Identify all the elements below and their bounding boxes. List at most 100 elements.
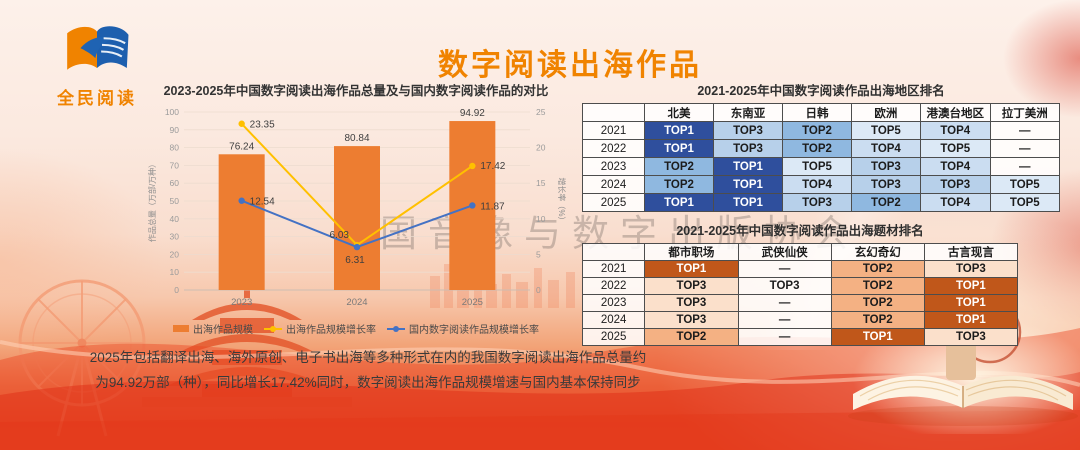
data-label: 76.24 <box>229 141 254 152</box>
line-point <box>469 202 476 209</box>
rank-cell: TOP4 <box>782 175 852 194</box>
column-header: 拉丁美洲 <box>989 103 1061 122</box>
axis-tick: 20 <box>536 143 546 153</box>
line-point <box>469 162 476 170</box>
open-book-logo-icon <box>67 26 129 70</box>
rank-cell: TOP2 <box>644 157 714 176</box>
rank-cell: TOP3 <box>923 328 1019 346</box>
rank-cell: TOP1 <box>644 193 714 212</box>
combo-chart-svg: 01020304050607080901000510152025作品总量（万部/… <box>147 107 567 308</box>
table-row: 2022 TOP1 TOP3 TOP2 TOP4 TOP5— <box>581 139 1061 158</box>
genre-ranking-section: 2021-2025年中国数字阅读作品出海题材排名 都市职场 武侠仙侠 玄幻奇幻 古言现… <box>581 220 1019 346</box>
line-point <box>353 243 361 251</box>
category-label: 2023 <box>231 297 252 308</box>
rank-cell: TOP3 <box>712 139 784 158</box>
rank-cell: TOP4 <box>850 139 921 158</box>
rank-cell: TOP1 <box>644 260 739 278</box>
summary-text: 2025年包括翻译出海、海外原创、电子书出海等多种形式在内的我国数字阅读出海作品… <box>88 346 648 396</box>
category-label: 2024 <box>346 297 367 308</box>
rank-cell: TOP3 <box>737 277 832 295</box>
column-header: 东南亚 <box>712 103 784 122</box>
rank-cell: TOP1 <box>712 175 784 194</box>
legend-label: 国内数字阅读作品规模增长率 <box>409 325 539 336</box>
line-dot-swatch-icon <box>387 325 405 333</box>
table-row: 2025 TOP1 TOP1 TOP3 TOP2 TOP4 TOP5 <box>581 193 1061 212</box>
rank-cell: TOP1 <box>923 277 1019 295</box>
legend-label: 出海作品规模 <box>193 325 253 336</box>
reading-logo: 全民阅读 <box>42 20 152 109</box>
rank-cell: TOP2 <box>782 139 852 158</box>
legend-item-bar: 出海作品规模 <box>173 321 253 336</box>
axis-tick: 40 <box>170 214 180 224</box>
header-row: 都市职场 武侠仙侠 玄幻奇幻 古言现言 <box>581 243 1019 261</box>
line-point <box>238 197 245 204</box>
data-label: 12.54 <box>250 197 275 208</box>
line-point <box>238 120 245 127</box>
column-header: 玄幻奇幻 <box>830 243 925 261</box>
rank-cell: TOP2 <box>644 175 714 194</box>
data-label: 6.31 <box>345 255 365 266</box>
year-cell: 2024 <box>581 311 646 329</box>
rank-cell: TOP3 <box>923 260 1019 278</box>
table-row: 2022 TOP3 TOP3 TOP2 TOP1 <box>581 277 1019 295</box>
bar-swatch-icon <box>173 325 189 332</box>
table-row: 2025 TOP2— TOP1 TOP3 <box>581 328 1019 346</box>
rank-cell: TOP5 <box>919 139 991 158</box>
axis-tick: 20 <box>170 249 180 259</box>
rank-cell: TOP1 <box>712 157 784 176</box>
bar <box>334 146 380 290</box>
data-label: 80.84 <box>344 133 369 144</box>
rank-cell: TOP1 <box>923 311 1019 329</box>
bar <box>218 154 265 290</box>
axis-tick: 70 <box>170 160 180 170</box>
rank-cell: TOP2 <box>830 311 925 329</box>
rank-cell: TOP3 <box>712 121 784 140</box>
rank-cell: — <box>989 121 1061 140</box>
data-label: 94.92 <box>460 108 485 119</box>
rank-cell: TOP5 <box>782 157 852 176</box>
column-header: 日韩 <box>782 103 852 122</box>
axis-tick: 10 <box>536 214 546 224</box>
rank-cell: TOP2 <box>830 294 925 312</box>
rank-cell: TOP4 <box>919 193 991 212</box>
rank-cell: TOP1 <box>712 193 784 212</box>
table-row: 2021 TOP1— TOP2 TOP3 <box>581 260 1019 278</box>
axis-tick: 5 <box>536 249 541 259</box>
rank-cell: TOP5 <box>989 175 1061 194</box>
table-row: 2024 TOP2 TOP1 TOP4 TOP3 TOP3 TOP5 <box>581 175 1061 194</box>
region-table-host: 北美 东南亚 日韩 欧洲 港澳台地区 拉丁美洲 2021 TOP1 TOP3 TOP2 TOP5 TO… <box>581 103 1061 212</box>
axis-tick: 15 <box>536 178 546 188</box>
chart-title: 2023-2025年中国数字阅读出海作品总量及与国内数字阅读作品的对比 <box>163 84 549 98</box>
data-label: 11.87 <box>480 201 505 212</box>
table-row: 2021 TOP1 TOP3 TOP2 TOP5 TOP4— <box>581 121 1061 140</box>
rank-cell: TOP2 <box>830 277 925 295</box>
rank-cell: TOP1 <box>644 139 714 158</box>
table-row: 2023 TOP3— TOP2 TOP1 <box>581 294 1019 312</box>
corner-cell <box>581 243 646 261</box>
legend-label: 出海作品规模增长率 <box>286 325 376 336</box>
rank-cell: TOP3 <box>850 175 921 194</box>
year-cell: 2021 <box>581 121 646 140</box>
genre-table-host: 都市职场 武侠仙侠 玄幻奇幻 古言现言 2021 TOP1— TOP2 TOP3 2022 TOP… <box>581 243 1019 346</box>
column-header: 北美 <box>644 103 714 122</box>
axis-tick: 50 <box>170 196 180 206</box>
genre-rank-table: 都市职场 武侠仙侠 玄幻奇幻 古言现言 2021 TOP1— TOP2 TOP3 2022 TOP… <box>581 243 1019 346</box>
rank-cell: TOP2 <box>644 328 739 346</box>
rank-cell: TOP3 <box>644 311 739 329</box>
column-header: 都市职场 <box>644 243 739 261</box>
axis-tick: 0 <box>174 285 179 295</box>
region-rank-table: 北美 东南亚 日韩 欧洲 港澳台地区 拉丁美洲 2021 TOP1 TOP3 TOP2 TOP5 TO… <box>581 103 1061 212</box>
rank-cell: TOP2 <box>782 121 852 140</box>
rank-cell: TOP3 <box>782 193 852 212</box>
genre-table-title: 2021-2025年中国数字阅读作品出海题材排名 <box>676 224 924 238</box>
year-cell: 2022 <box>581 139 646 158</box>
column-header: 武侠仙侠 <box>737 243 832 261</box>
summary-line-2: 为94.92万部（种），同比增长17.42%同时，数字阅读出海作品规模增速与国内… <box>95 374 641 390</box>
data-label: 6.03 <box>330 230 350 241</box>
region-table-title: 2021-2025年中国数字阅读作品出海地区排名 <box>697 84 945 98</box>
corner-cell <box>581 103 646 122</box>
page-title: 数字阅读出海作品 <box>438 49 702 82</box>
rank-cell: TOP1 <box>644 121 714 140</box>
year-cell: 2025 <box>581 193 646 212</box>
axis-tick: 10 <box>170 267 180 277</box>
